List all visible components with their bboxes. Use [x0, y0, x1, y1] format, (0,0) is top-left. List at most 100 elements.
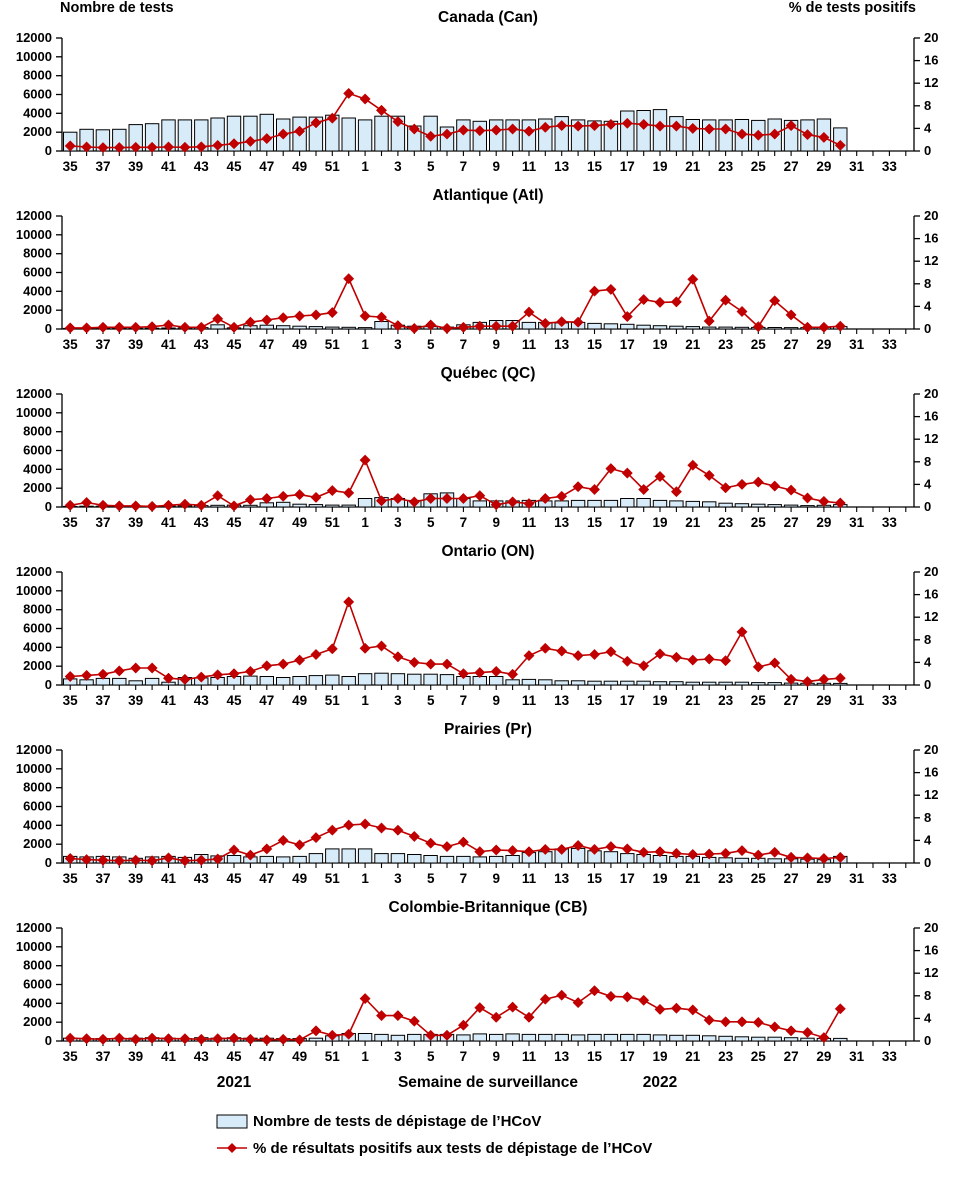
svg-text:2021: 2021: [217, 1074, 252, 1091]
svg-text:47: 47: [259, 1049, 274, 1064]
svg-text:51: 51: [325, 871, 341, 886]
svg-text:12: 12: [924, 965, 938, 980]
svg-text:43: 43: [194, 693, 210, 708]
svg-text:43: 43: [194, 159, 210, 174]
svg-text:49: 49: [292, 1049, 307, 1064]
svg-text:43: 43: [194, 871, 210, 886]
svg-text:Atlantique (Atl): Atlantique (Atl): [432, 187, 543, 204]
svg-text:21: 21: [685, 693, 701, 708]
svg-text:15: 15: [587, 159, 603, 174]
svg-text:3: 3: [394, 1049, 402, 1064]
svg-text:39: 39: [128, 871, 143, 886]
svg-text:17: 17: [620, 159, 635, 174]
svg-text:2000: 2000: [23, 836, 52, 851]
svg-text:8: 8: [924, 98, 931, 113]
svg-text:12: 12: [924, 253, 938, 268]
svg-text:12: 12: [924, 609, 938, 624]
svg-text:13: 13: [554, 159, 570, 174]
svg-text:27: 27: [784, 871, 799, 886]
svg-text:20: 20: [924, 208, 938, 223]
svg-text:5: 5: [427, 515, 435, 530]
svg-text:51: 51: [325, 337, 341, 352]
svg-text:49: 49: [292, 159, 307, 174]
svg-text:6000: 6000: [23, 799, 52, 814]
svg-text:21: 21: [685, 1049, 701, 1064]
svg-text:13: 13: [554, 515, 570, 530]
svg-text:23: 23: [718, 159, 734, 174]
svg-text:7: 7: [460, 337, 468, 352]
svg-text:43: 43: [194, 515, 210, 530]
svg-text:2000: 2000: [23, 480, 52, 495]
svg-text:8000: 8000: [23, 958, 52, 973]
svg-text:39: 39: [128, 515, 143, 530]
svg-text:19: 19: [652, 159, 667, 174]
svg-text:12000: 12000: [16, 30, 52, 45]
svg-text:1: 1: [361, 337, 369, 352]
svg-text:13: 13: [554, 693, 570, 708]
svg-text:45: 45: [226, 337, 242, 352]
svg-text:0: 0: [45, 1033, 52, 1048]
svg-text:11: 11: [522, 159, 537, 174]
svg-text:0: 0: [45, 855, 52, 870]
svg-text:25: 25: [751, 159, 767, 174]
svg-text:9: 9: [492, 515, 500, 530]
svg-text:8: 8: [924, 810, 931, 825]
svg-text:19: 19: [652, 515, 667, 530]
svg-text:5: 5: [427, 693, 435, 708]
svg-text:33: 33: [882, 515, 898, 530]
svg-text:16: 16: [924, 231, 938, 246]
svg-text:12: 12: [924, 431, 938, 446]
svg-text:8000: 8000: [23, 68, 52, 83]
svg-text:4000: 4000: [23, 639, 52, 654]
svg-text:Ontario (ON): Ontario (ON): [442, 543, 535, 560]
svg-text:31: 31: [849, 871, 865, 886]
svg-text:15: 15: [587, 515, 603, 530]
svg-text:8: 8: [924, 454, 931, 469]
svg-text:3: 3: [394, 693, 402, 708]
svg-text:27: 27: [784, 693, 799, 708]
svg-text:35: 35: [63, 871, 79, 886]
svg-text:39: 39: [128, 159, 143, 174]
svg-text:4: 4: [924, 832, 932, 847]
svg-text:9: 9: [492, 693, 500, 708]
svg-text:41: 41: [161, 337, 177, 352]
svg-text:0: 0: [924, 499, 931, 514]
svg-text:25: 25: [751, 337, 767, 352]
svg-text:47: 47: [259, 159, 274, 174]
svg-text:51: 51: [325, 159, 341, 174]
svg-text:11: 11: [522, 693, 537, 708]
svg-text:31: 31: [849, 1049, 865, 1064]
svg-text:12000: 12000: [16, 386, 52, 401]
svg-text:16: 16: [924, 765, 938, 780]
svg-text:5: 5: [427, 159, 435, 174]
svg-text:4000: 4000: [23, 817, 52, 832]
svg-text:29: 29: [816, 693, 831, 708]
svg-text:6000: 6000: [23, 265, 52, 280]
svg-text:Nombre de tests: Nombre de tests: [60, 0, 174, 16]
svg-text:33: 33: [882, 871, 898, 886]
svg-text:47: 47: [259, 871, 274, 886]
svg-text:10000: 10000: [16, 405, 52, 420]
svg-text:Colombie-Britannique (CB): Colombie-Britannique (CB): [389, 899, 588, 916]
svg-text:20: 20: [924, 30, 938, 45]
svg-text:12: 12: [924, 787, 938, 802]
svg-text:3: 3: [394, 159, 402, 174]
svg-text:7: 7: [460, 693, 468, 708]
svg-text:5: 5: [427, 871, 435, 886]
svg-text:0: 0: [924, 143, 931, 158]
svg-text:16: 16: [924, 943, 938, 958]
svg-text:8000: 8000: [23, 780, 52, 795]
svg-text:49: 49: [292, 871, 307, 886]
svg-text:7: 7: [460, 159, 468, 174]
svg-text:27: 27: [784, 159, 799, 174]
svg-text:41: 41: [161, 693, 177, 708]
svg-text:8: 8: [924, 276, 931, 291]
svg-text:21: 21: [685, 159, 701, 174]
svg-text:41: 41: [161, 871, 177, 886]
svg-text:51: 51: [325, 1049, 341, 1064]
svg-text:47: 47: [259, 693, 274, 708]
svg-text:8: 8: [924, 632, 931, 647]
svg-text:3: 3: [394, 515, 402, 530]
svg-text:13: 13: [554, 871, 570, 886]
svg-text:25: 25: [751, 515, 767, 530]
